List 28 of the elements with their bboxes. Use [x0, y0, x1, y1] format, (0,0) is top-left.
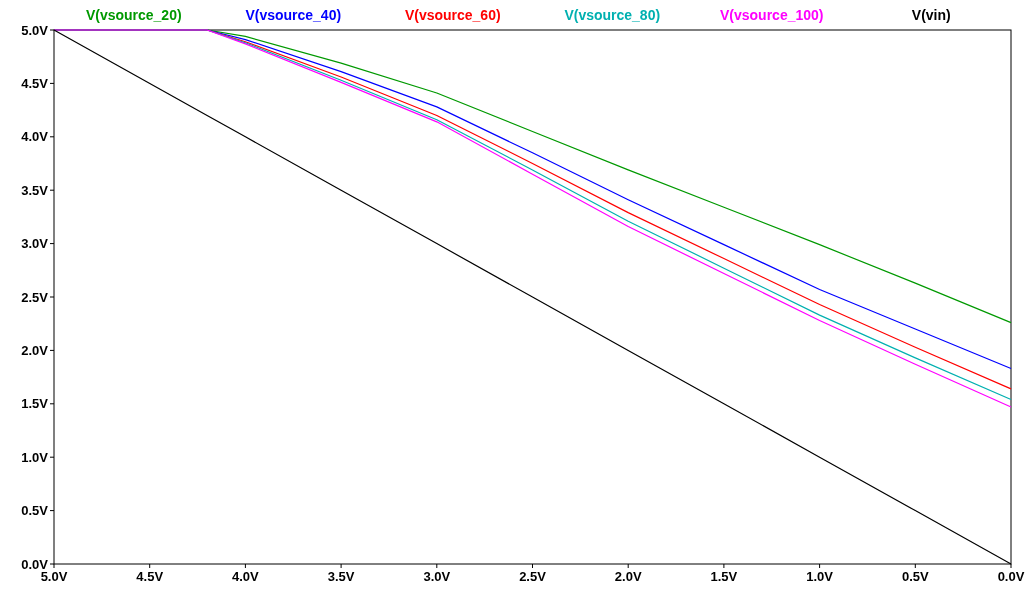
x-tick-label: 4.5V	[136, 569, 164, 584]
x-tick-label: 1.5V	[710, 569, 738, 584]
x-tick-label: 4.0V	[232, 569, 260, 584]
series-label: V(vsource_40)	[245, 7, 342, 23]
text: V(vsource_80)	[564, 7, 661, 23]
x-tick-label: 0.5V	[901, 569, 929, 584]
y-tick-label: 3.0V	[21, 236, 49, 252]
y-tick-label: 1.5V	[21, 396, 49, 412]
series-label: V(vsource_20)	[85, 7, 182, 23]
y-tick-label: 3.5V	[21, 182, 49, 198]
y-tick-label: 0.0V	[21, 556, 49, 572]
x-tick-label: 1.0V	[806, 569, 834, 584]
text: V(vsource_100)	[719, 7, 824, 23]
x-tick-label: 3.0V	[423, 569, 451, 584]
y-tick-label: 4.0V	[21, 129, 49, 145]
y-tick-label: 1.0V	[21, 449, 49, 465]
y-tick-label: 0.5V	[21, 503, 49, 519]
y-tick-label: 5.0V	[21, 22, 49, 38]
x-tick-label: 2.5V	[519, 569, 547, 584]
x-tick-label: 2.0V	[614, 569, 642, 584]
y-tick-label: 4.5V	[21, 75, 49, 91]
x-tick-label: 3.5V	[327, 569, 355, 584]
y-tick-label: 2.0V	[21, 342, 49, 358]
text: V(vin)	[911, 7, 951, 23]
x-tick-label: 5.0V	[40, 569, 68, 584]
y-tick-label: 2.5V	[21, 289, 49, 305]
text: V(vsource_60)	[404, 7, 501, 23]
x-tick-label: 0.0V	[997, 569, 1025, 584]
